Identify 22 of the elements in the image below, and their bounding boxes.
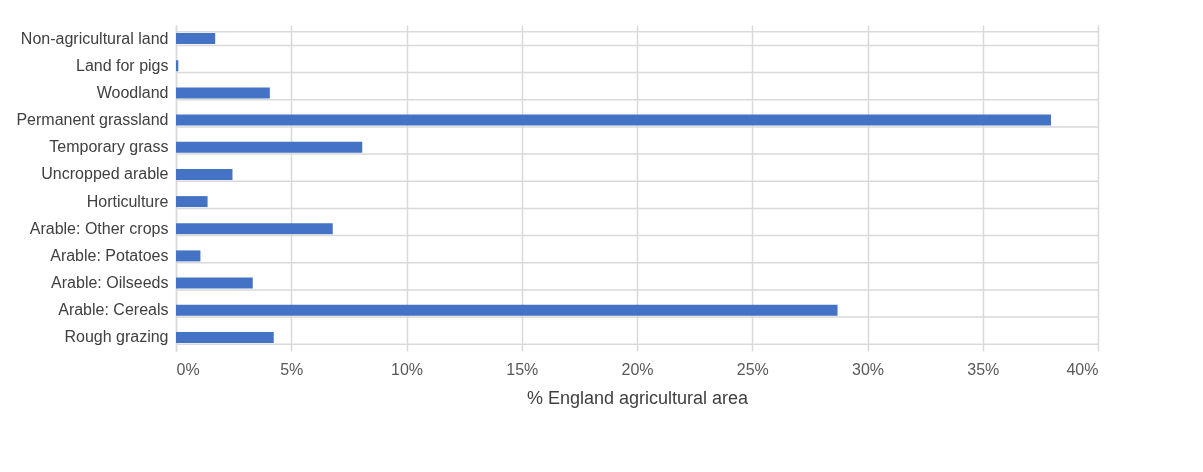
y-tick-label: Temporary grass <box>49 138 169 156</box>
x-axis-title: % England agricultural area <box>526 387 750 408</box>
y-tick-label: Land for pigs <box>75 56 169 74</box>
y-tick-label: Arable: Oilseeds <box>51 274 169 292</box>
x-tick-label: 40% <box>1066 360 1099 378</box>
x-tick-label: 10% <box>390 360 424 378</box>
x-tick-label: 25% <box>736 360 769 378</box>
x-tick-label: 5% <box>280 360 304 378</box>
y-tick-label: Uncropped arable <box>41 165 169 183</box>
y-tick-label: Woodland <box>96 83 169 101</box>
y-tick-label: Non-agricultural land <box>20 29 169 47</box>
x-tick-label: 35% <box>967 360 1000 378</box>
y-tick-label: Rough grazing <box>64 328 169 346</box>
y-tick-label: Horticulture <box>86 192 169 210</box>
y-tick-label: Permanent grassland <box>16 111 169 129</box>
y-tick-label: Arable: Other crops <box>29 219 169 237</box>
x-tick-label: 0% <box>176 360 200 378</box>
y-tick-label: Arable: Cereals <box>58 301 169 319</box>
x-tick-label: 30% <box>851 360 885 378</box>
y-tick-label: Arable: Potatoes <box>50 246 169 264</box>
x-tick-label: 20% <box>621 360 654 378</box>
x-tick-label: 15% <box>506 360 539 378</box>
